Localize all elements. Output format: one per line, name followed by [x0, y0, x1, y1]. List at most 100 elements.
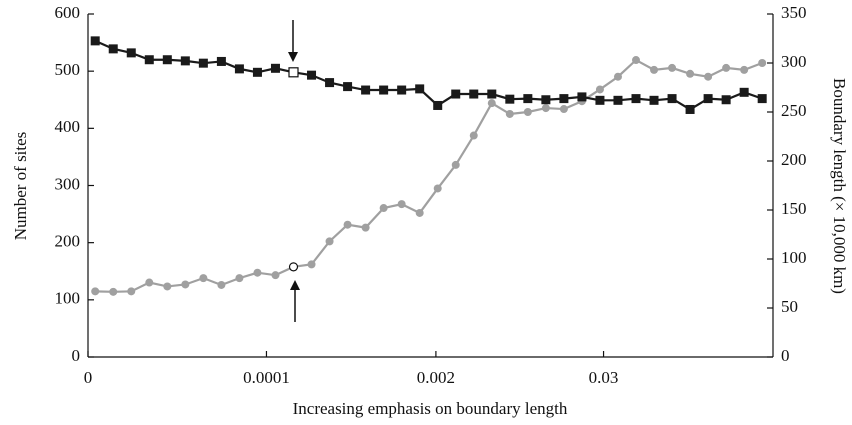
square-marker	[180, 56, 190, 66]
x-tick-label: 0.002	[417, 368, 455, 387]
circle-marker	[271, 271, 280, 280]
square-marker	[487, 89, 497, 99]
circle-marker	[343, 220, 352, 229]
square-marker	[325, 78, 335, 88]
x-tick-label: 0.03	[589, 368, 619, 387]
circle-marker	[613, 72, 622, 81]
y2-tick-label: 0	[781, 346, 790, 365]
arrow-head	[288, 52, 298, 62]
y2-axis-label: Boundary length (× 10,000 km)	[830, 78, 849, 294]
square-marker	[162, 55, 172, 65]
y-tick-label: 100	[55, 289, 81, 308]
square-marker	[505, 94, 515, 104]
square-marker	[703, 94, 713, 104]
square-marker	[216, 56, 226, 66]
square-marker	[90, 36, 100, 46]
series-line	[95, 58, 763, 293]
circle-marker	[109, 287, 118, 296]
y2-tick-label: 200	[781, 150, 807, 169]
y-tick-label: 400	[55, 117, 81, 136]
x-tick-label: 0	[84, 368, 93, 387]
circle-marker	[288, 262, 299, 272]
square-marker	[252, 67, 262, 77]
square-marker	[631, 94, 641, 104]
square-marker	[469, 89, 479, 99]
x-tick-label: 0.0001	[243, 368, 290, 387]
arrows	[288, 20, 300, 322]
y-tick-label: 600	[55, 3, 81, 22]
circle-marker	[145, 278, 154, 287]
circle-marker	[523, 108, 532, 116]
circle-marker	[361, 223, 370, 232]
y2-tick-label: 100	[781, 248, 807, 267]
square-marker	[613, 95, 623, 105]
square-marker	[649, 95, 659, 105]
circle-marker	[559, 105, 568, 114]
square-marker	[757, 94, 767, 104]
square-marker	[595, 95, 605, 105]
series-line	[94, 39, 763, 111]
circle-marker	[650, 65, 659, 74]
square-marker	[541, 95, 551, 105]
circle-marker	[181, 280, 190, 289]
circle-marker	[704, 72, 713, 81]
square-marker	[343, 82, 353, 92]
square-marker	[415, 84, 425, 94]
square-marker	[721, 95, 731, 105]
arrow-head	[290, 280, 300, 290]
circle-marker	[451, 160, 460, 169]
square-marker	[379, 85, 389, 95]
square-marker	[559, 94, 569, 104]
square-marker	[288, 67, 299, 78]
square-marker	[234, 64, 244, 74]
circle-marker	[469, 131, 478, 140]
circle-marker	[632, 56, 640, 65]
square-marker	[667, 94, 677, 104]
y2-tick-label: 300	[781, 52, 807, 71]
square-marker	[361, 85, 371, 95]
y-tick-label: 500	[55, 60, 81, 79]
circle-marker	[487, 99, 496, 108]
circle-marker	[199, 274, 208, 283]
circle-marker	[505, 109, 514, 118]
square-marker	[126, 48, 136, 58]
square-marker	[270, 63, 280, 73]
circle-marker	[91, 287, 100, 296]
circle-marker	[127, 287, 136, 296]
circle-marker	[217, 280, 226, 289]
square-marker	[685, 104, 695, 114]
circle-marker	[253, 268, 262, 277]
square-marker	[523, 94, 533, 104]
square-marker	[577, 92, 587, 102]
y2-tick-label: 350	[781, 3, 807, 22]
y-tick-label: 0	[72, 346, 81, 365]
square-marker	[433, 100, 443, 110]
circle-marker	[379, 204, 388, 213]
square-marker	[739, 87, 749, 97]
circle-marker	[307, 260, 316, 269]
circle-marker	[740, 65, 749, 74]
square-marker	[144, 55, 154, 65]
circle-marker	[541, 104, 550, 113]
circle-marker	[686, 69, 695, 78]
y-axis-label: Number of sites	[11, 132, 30, 241]
x-axis-label: Increasing emphasis on boundary length	[293, 399, 568, 418]
circle-marker	[397, 200, 406, 209]
circle-marker	[758, 59, 767, 67]
y2-tick-label: 150	[781, 199, 807, 218]
square-marker	[198, 58, 208, 68]
square-marker	[108, 44, 118, 54]
circle-marker	[668, 63, 677, 72]
circle-marker	[595, 85, 604, 94]
y2-tick-label: 250	[781, 101, 807, 120]
circle-marker	[325, 237, 334, 246]
circle-marker	[722, 63, 731, 72]
y-tick-label: 300	[55, 174, 81, 193]
square-marker	[397, 85, 407, 95]
y2-tick-label: 50	[781, 297, 798, 316]
circle-marker	[163, 282, 172, 291]
circle-marker	[433, 184, 442, 193]
circle-marker	[415, 208, 424, 217]
circle-marker	[235, 274, 244, 283]
